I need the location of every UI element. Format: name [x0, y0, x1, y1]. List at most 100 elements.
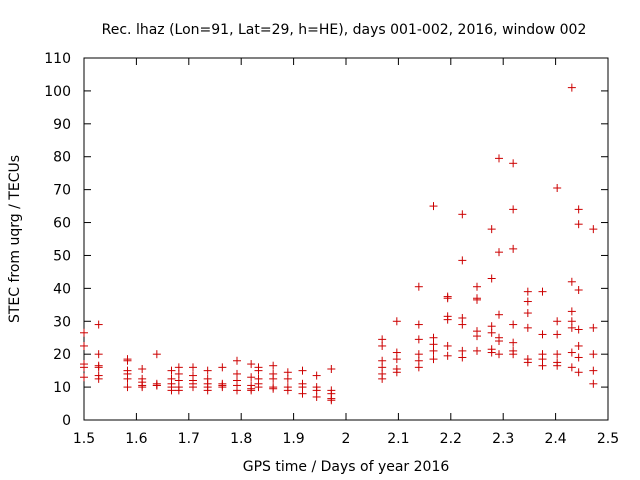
data-point — [567, 307, 576, 316]
data-point — [574, 205, 583, 214]
data-point — [378, 341, 387, 350]
data-point — [553, 317, 562, 326]
data-point — [254, 383, 263, 392]
data-point — [269, 361, 278, 370]
data-point — [589, 379, 598, 388]
data-point — [80, 328, 88, 337]
data-point — [589, 350, 598, 359]
data-point — [495, 350, 504, 359]
data-point — [80, 341, 88, 350]
data-point — [574, 368, 583, 377]
y-tick-label: 100 — [44, 84, 71, 100]
data-point — [553, 183, 562, 192]
x-tick-label: 1.9 — [282, 431, 304, 447]
x-tick-label: 2.3 — [492, 431, 514, 447]
data-point — [152, 381, 161, 390]
data-point — [509, 320, 518, 329]
x-tick-label: 1.6 — [125, 431, 147, 447]
data-point — [414, 282, 423, 291]
data-point — [523, 358, 532, 367]
data-point — [567, 323, 576, 332]
x-tick-label: 2.4 — [544, 431, 566, 447]
x-tick-label: 1.7 — [178, 431, 200, 447]
data-point — [327, 396, 336, 405]
x-axis-label: GPS time / Days of year 2016 — [243, 459, 450, 475]
data-point — [495, 154, 504, 163]
y-axis: 0 10 20 30 40 50 60 70 80 90 100 110 — [44, 51, 608, 429]
y-tick-label: 60 — [53, 216, 71, 232]
chart-title: Rec. lhaz (Lon=91, Lat=29, h=HE), days 0… — [102, 22, 587, 38]
data-point — [414, 363, 423, 372]
x-tick-label: 1.8 — [230, 431, 252, 447]
data-point — [152, 350, 161, 359]
data-point — [538, 361, 547, 370]
data-point — [538, 287, 547, 296]
data-point — [94, 320, 103, 329]
data-point — [509, 350, 518, 359]
data-point — [443, 341, 452, 350]
data-point — [392, 317, 401, 326]
data-point — [80, 373, 88, 382]
data-point — [473, 282, 481, 291]
data-point — [269, 384, 278, 393]
x-tick-label: 2.2 — [440, 431, 462, 447]
data-point — [283, 374, 292, 383]
data-point — [298, 366, 307, 375]
y-tick-label: 40 — [53, 281, 71, 297]
y-axis-label: STEC from uqrg / TECUs — [7, 155, 23, 323]
data-point — [247, 373, 256, 382]
data-points — [80, 83, 598, 405]
data-point — [94, 350, 103, 359]
data-point — [188, 363, 197, 372]
data-point — [567, 83, 576, 92]
data-point — [247, 360, 256, 369]
data-point — [574, 353, 583, 362]
data-point — [487, 225, 496, 234]
data-point — [523, 323, 532, 332]
x-tick-label: 1.5 — [73, 431, 95, 447]
data-point — [247, 386, 256, 395]
data-point — [254, 366, 263, 375]
data-point — [553, 361, 562, 370]
data-point — [429, 346, 438, 355]
data-point — [312, 371, 321, 380]
data-point — [443, 315, 452, 324]
data-point — [473, 332, 481, 341]
data-point — [509, 244, 518, 253]
data-point — [495, 337, 504, 346]
data-point — [203, 366, 212, 375]
data-point — [458, 320, 467, 329]
data-point — [509, 159, 518, 168]
data-point — [523, 309, 532, 318]
data-point — [589, 366, 598, 375]
data-point — [487, 328, 496, 337]
data-point — [473, 295, 481, 304]
x-tick-label: 2.1 — [387, 431, 409, 447]
data-point — [233, 386, 242, 395]
data-point — [567, 348, 576, 357]
plot-area-frame — [83, 57, 609, 421]
data-point — [80, 363, 88, 372]
data-point — [298, 389, 307, 398]
data-point — [589, 323, 598, 332]
data-point — [473, 346, 481, 355]
data-point — [523, 297, 532, 306]
y-tick-label: 10 — [53, 380, 71, 396]
data-point — [327, 364, 336, 373]
data-point — [138, 383, 147, 392]
x-tick-label: 2 — [342, 431, 351, 447]
data-point — [269, 374, 278, 383]
data-point — [392, 368, 401, 377]
data-point — [414, 335, 423, 344]
data-point — [123, 383, 132, 392]
data-point — [567, 277, 576, 286]
y-tick-label: 30 — [53, 314, 71, 330]
data-point — [553, 330, 562, 339]
data-point — [574, 286, 583, 295]
data-point — [414, 320, 423, 329]
data-point — [458, 353, 467, 362]
data-point — [538, 330, 547, 339]
data-point — [94, 374, 103, 383]
data-point — [487, 274, 496, 283]
